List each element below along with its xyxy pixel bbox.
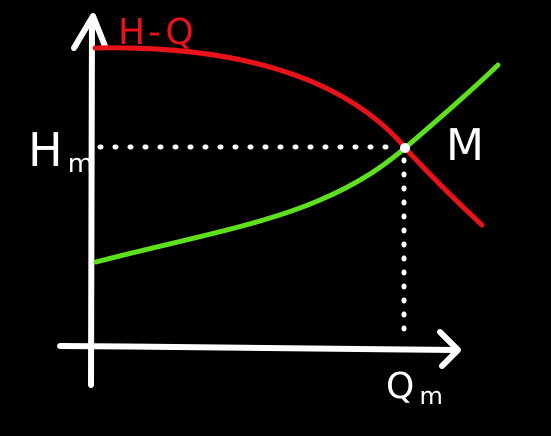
y-axis-line [88,15,95,388]
flow-label-sub: m [419,382,442,410]
x-axis-line [57,343,460,353]
head-label: H m [28,123,93,179]
system-curve [93,62,501,265]
operating-point-label: M [446,120,484,171]
x-axis-arrowhead [437,329,461,369]
flow-label: Q m [386,366,443,410]
head-label-sub: m [68,149,93,179]
flow-label-main: Q [386,366,414,407]
y-axis-arrowhead [71,13,108,51]
operating-point-marker [400,143,410,153]
head-label-main: H [28,123,63,177]
pump-curve-label: H-Q [118,12,197,53]
pump-hq-curve [92,45,485,228]
